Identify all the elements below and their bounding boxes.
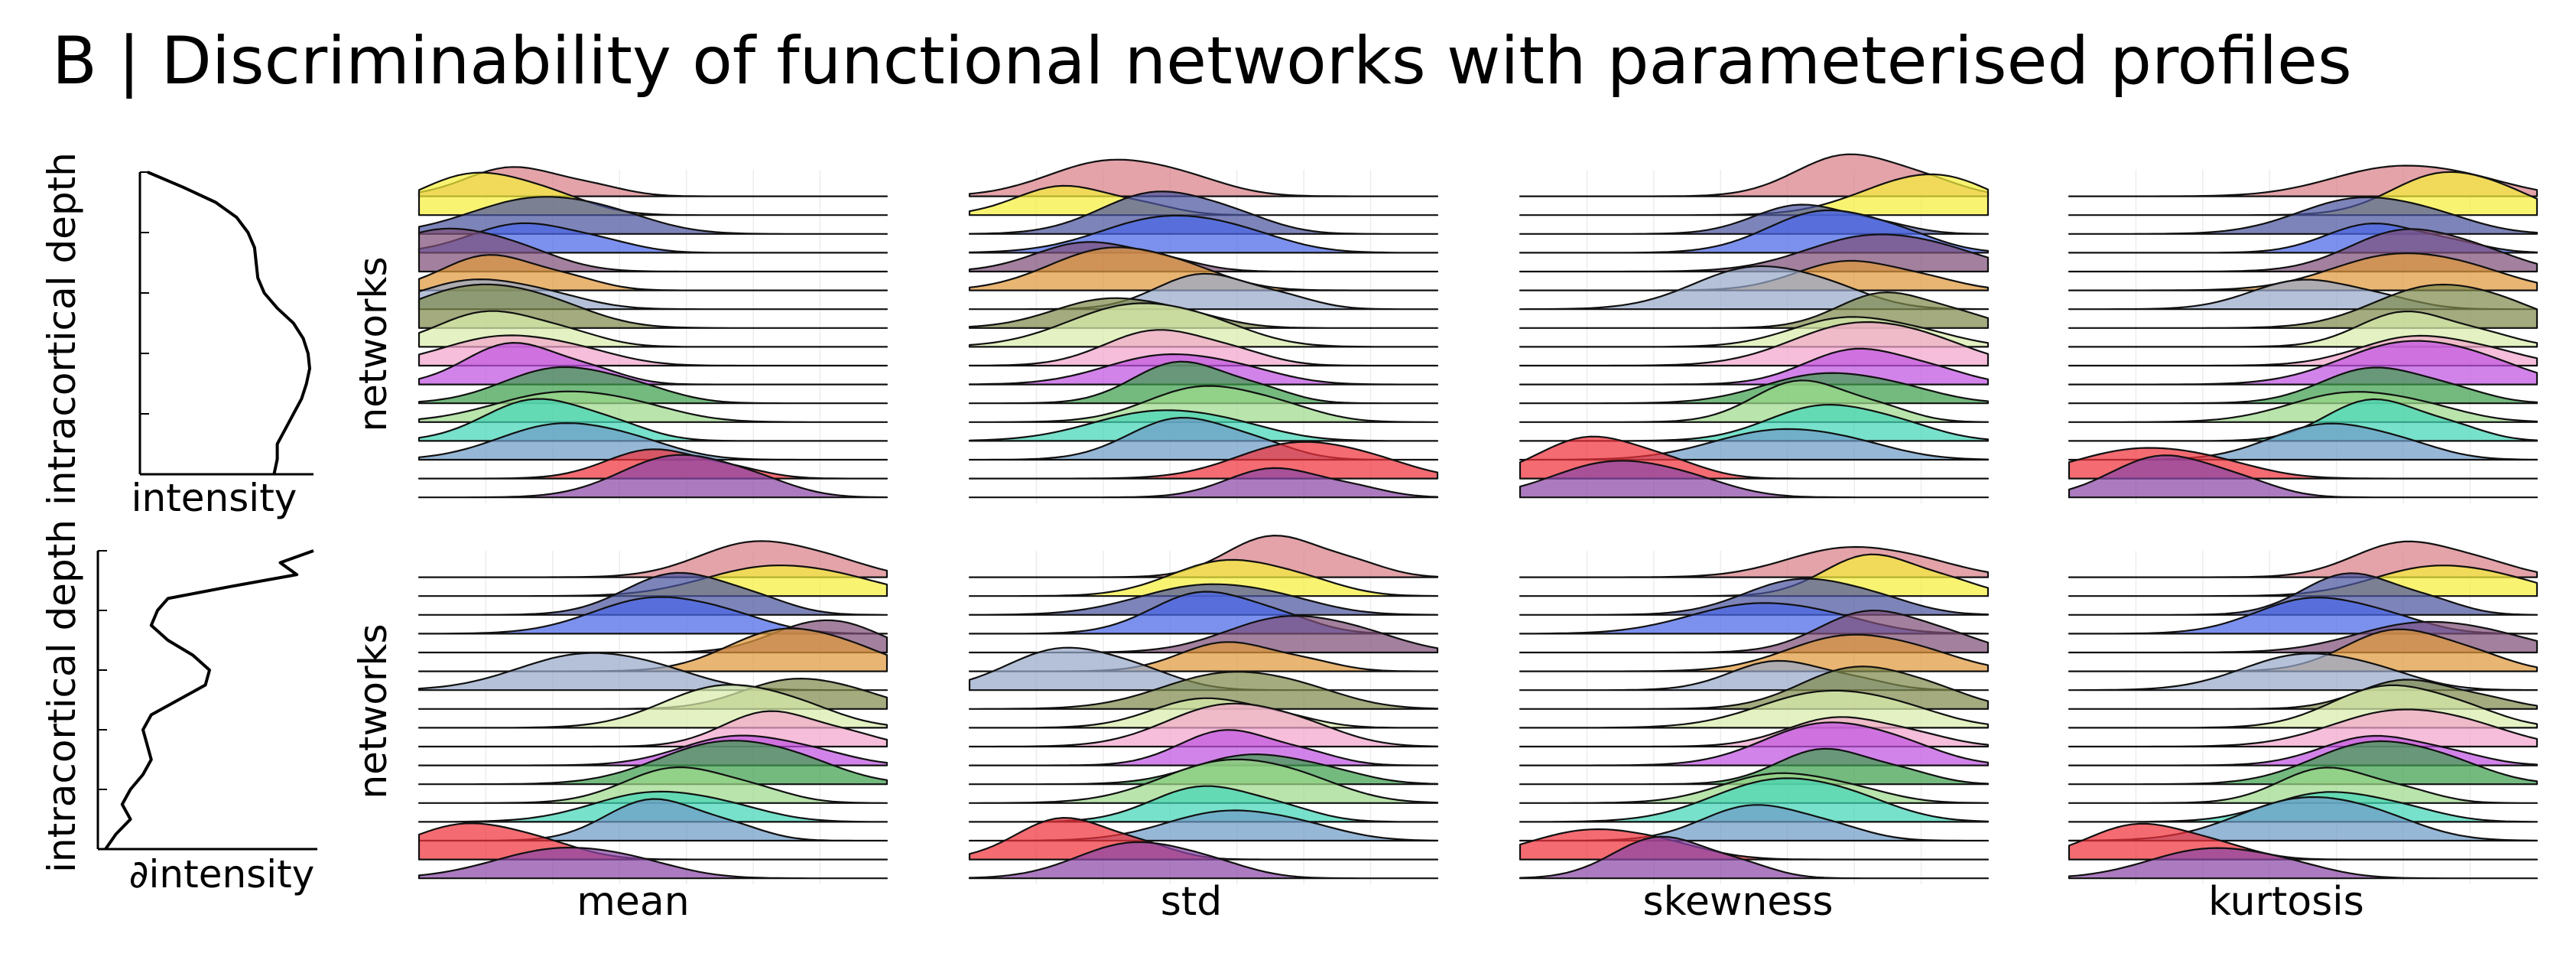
ridge-network-9 xyxy=(1519,689,1990,729)
ridge-network-3 xyxy=(2068,196,2539,235)
ridge-network-3 xyxy=(2068,572,2539,616)
ridge-network-6 xyxy=(2068,252,2539,291)
profile-plot xyxy=(96,549,317,851)
column-label-skewness: skewness xyxy=(1642,879,1833,925)
ridge-network-10 xyxy=(2068,708,2539,748)
ridge-network-1 xyxy=(968,535,1439,578)
ridge-network-17 xyxy=(2068,454,2539,499)
ridge-network-6 xyxy=(968,246,1439,291)
ridge-network-8 xyxy=(968,671,1439,710)
ridge-network-4 xyxy=(417,222,888,254)
ridge-network-14 xyxy=(2068,398,2539,442)
column-label-kurtosis: kurtosis xyxy=(2208,879,2364,925)
ridge-network-2 xyxy=(968,558,1439,597)
ridge-network-17 xyxy=(417,847,888,880)
ridge-panel-kurtosis xyxy=(2068,164,2539,504)
row-label-networks-top: networks xyxy=(351,256,395,431)
ridge-network-7 xyxy=(968,272,1439,311)
profile-plot xyxy=(138,171,313,476)
profile-ylabel: intracortical depth xyxy=(40,152,84,506)
profile-xlabel: ∂intensity xyxy=(129,852,315,897)
column-label-mean: mean xyxy=(577,879,689,925)
ridge-network-16 xyxy=(968,441,1439,480)
ridge-network-17 xyxy=(2068,847,2539,880)
ridge-network-10 xyxy=(968,702,1439,748)
ridge-network-15 xyxy=(417,422,888,461)
ridge-network-17 xyxy=(417,454,888,499)
ridge-panel-std xyxy=(968,535,1439,885)
ridge-network-13 xyxy=(968,758,1439,804)
row-label-networks-bottom: networks xyxy=(351,623,395,799)
profile-ylabel: intracortical depth xyxy=(40,519,84,873)
ridge-network-6 xyxy=(417,254,888,291)
ridge-panel-mean xyxy=(417,540,888,885)
ridge-panel-std xyxy=(968,158,1439,504)
ridge-panel-skewness xyxy=(1519,153,1990,504)
ridge-network-11 xyxy=(1519,347,1990,386)
profile-xlabel: intensity xyxy=(132,476,297,520)
ridge-network-12 xyxy=(1519,747,1990,786)
ridge-network-12 xyxy=(2068,366,2539,405)
column-label-std: std xyxy=(1161,879,1223,925)
ridge-panel-kurtosis xyxy=(2068,540,2539,885)
ridge-network-11 xyxy=(1519,721,1990,766)
ridge-network-1 xyxy=(968,158,1439,197)
ridge-network-10 xyxy=(968,329,1439,367)
ridge-network-3 xyxy=(968,190,1439,235)
profile-curve xyxy=(147,171,311,475)
ridge-network-13 xyxy=(417,766,888,804)
ridge-panel-skewness xyxy=(1519,545,1990,885)
ridge-network-14 xyxy=(1519,777,1990,823)
ridge-network-3 xyxy=(417,571,888,616)
ridge-network-5 xyxy=(417,227,888,273)
ridge-network-11 xyxy=(2068,340,2539,386)
ridge-network-17 xyxy=(1519,460,1990,499)
ridge-network-17 xyxy=(968,841,1439,880)
ridge-panel-mean xyxy=(417,166,888,504)
intensity-profile-panel: intracortical depth intensity xyxy=(40,152,297,520)
ridge-network-9 xyxy=(968,302,1439,348)
ridge-network-12 xyxy=(968,360,1439,405)
dintensity-profile-panel: intracortical depth ∂intensity xyxy=(40,519,314,897)
ridge-network-13 xyxy=(968,385,1439,423)
ridge-network-17 xyxy=(1519,835,1990,880)
ridge-network-17 xyxy=(968,467,1439,499)
ridge-network-12 xyxy=(417,740,888,786)
ridge-network-8 xyxy=(417,283,888,329)
ridge-network-6 xyxy=(1519,633,1990,672)
profile-curve xyxy=(104,549,314,851)
ridge-network-1 xyxy=(1519,153,1990,197)
ridge-network-12 xyxy=(2068,740,2539,786)
ridge-network-12 xyxy=(1519,372,1990,405)
ridge-network-13 xyxy=(2068,766,2539,804)
ridge-network-3 xyxy=(1519,578,1990,616)
figure-title: B | Discriminability of functional netwo… xyxy=(52,23,2352,99)
ridge-network-11 xyxy=(968,729,1439,766)
